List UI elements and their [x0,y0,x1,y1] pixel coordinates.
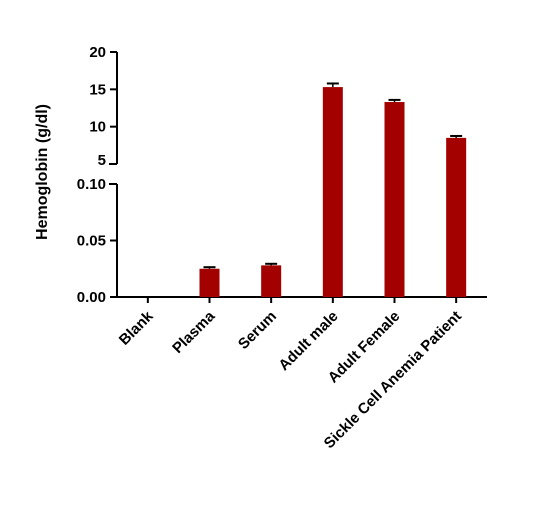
chart-axes [109,52,487,298]
bar [384,102,405,297]
x-category-label: Blank [116,307,157,348]
y-tick-label: 20 [89,44,106,61]
bar [199,268,220,297]
x-category-label: Plasma [169,307,219,357]
bar [261,265,282,297]
x-category-label: Serum [235,308,280,353]
y-tick-label: 5 [98,152,106,169]
y-tick-label: 15 [89,81,106,98]
chart-bars [199,82,467,298]
y-tick-label: 0.00 [77,289,106,306]
y-axis-label: Hemoglobin (g/dl) [34,104,51,240]
bar [322,87,343,298]
x-category-label: Adult male [275,308,341,374]
y-tick-label: 10 [89,119,106,136]
chart-ticks: 0.00 0.05 0.10 10 15 20 5 [77,44,458,306]
y-tick-label: 0.10 [77,176,106,193]
bar [446,137,467,297]
y-tick-label: 0.05 [77,233,106,250]
